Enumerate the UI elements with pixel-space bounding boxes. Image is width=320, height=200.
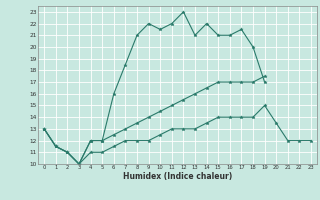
X-axis label: Humidex (Indice chaleur): Humidex (Indice chaleur) <box>123 172 232 181</box>
